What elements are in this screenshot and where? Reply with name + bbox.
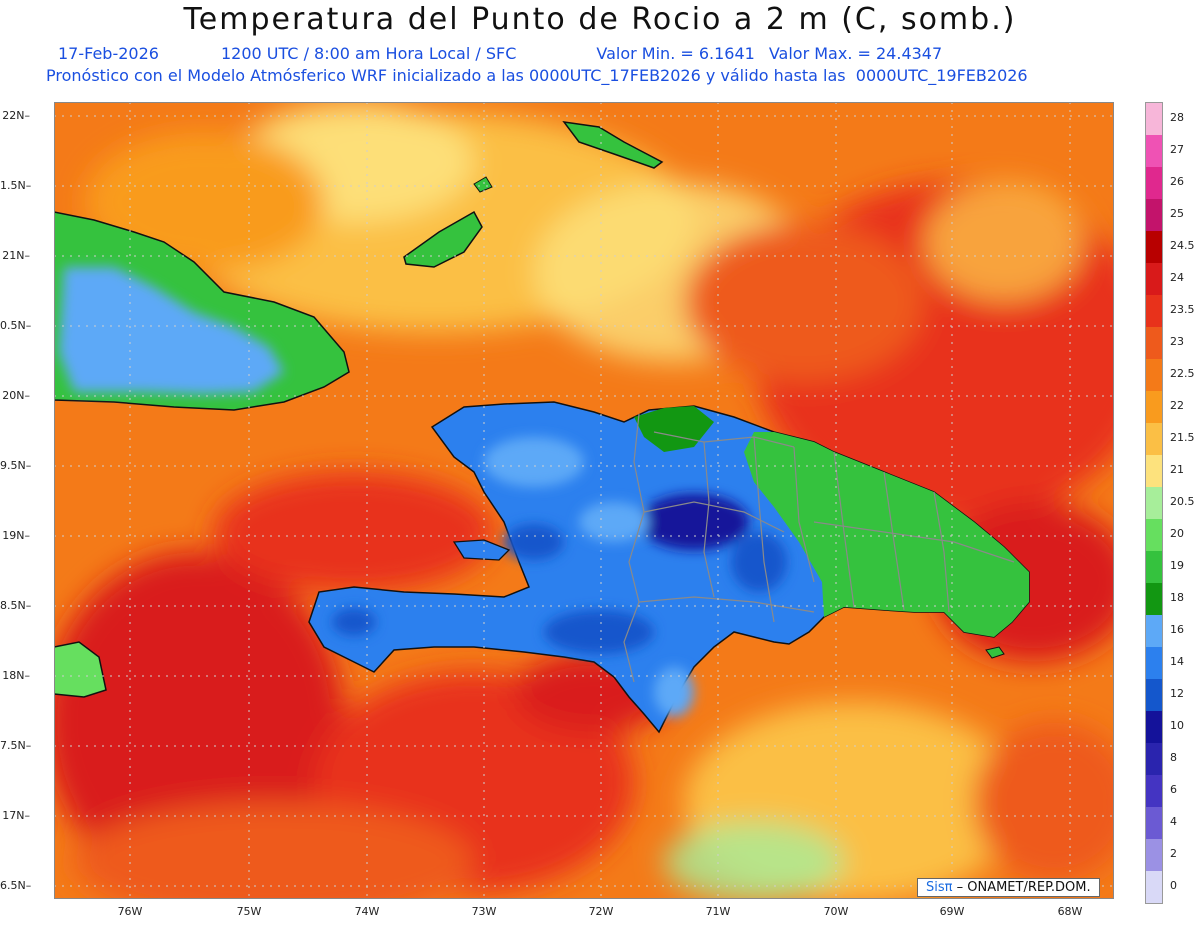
legend-value: 26 — [1170, 175, 1184, 188]
legend-value: 28 — [1170, 111, 1184, 124]
lon-label: 69W — [939, 905, 965, 918]
legend-swatch — [1146, 231, 1162, 263]
legend-value: 27 — [1170, 143, 1184, 156]
legend-swatch — [1146, 807, 1162, 839]
lat-label: 6.5N– — [0, 879, 32, 892]
lat-label: 22N– — [2, 109, 30, 122]
legend-value: 20 — [1170, 527, 1184, 540]
legend-value: 24 — [1170, 271, 1184, 284]
lon-label: 73W — [471, 905, 497, 918]
lon-label: 68W — [1057, 905, 1083, 918]
min-value: Valor Min. = 6.1641 — [596, 44, 755, 63]
jamaica-landmass — [54, 641, 107, 698]
forecast-date: 17-Feb-2026 — [58, 44, 159, 63]
legend-swatch — [1146, 711, 1162, 743]
legend-swatch — [1146, 199, 1162, 231]
color-legend — [1145, 102, 1163, 904]
map-title: Temperatura del Punto de Rocio a 2 m (C,… — [183, 2, 1017, 37]
legend-value: 14 — [1170, 655, 1184, 668]
bahamas-islands — [403, 121, 664, 268]
legend-value: 23.5 — [1170, 303, 1195, 316]
model-description: Pronóstico con el Modelo Atmósferico WRF… — [46, 66, 1028, 85]
lat-label: 8.5N– — [0, 599, 32, 612]
legend-value: 8 — [1170, 751, 1177, 764]
legend-value: 19 — [1170, 559, 1184, 572]
legend-value: 25 — [1170, 207, 1184, 220]
legend-value: 24.5 — [1170, 239, 1195, 252]
legend-value: 12 — [1170, 687, 1184, 700]
saona-island — [985, 646, 1005, 659]
legend-value: 4 — [1170, 815, 1177, 828]
lon-label: 74W — [354, 905, 380, 918]
lon-label: 71W — [705, 905, 731, 918]
map-frame — [54, 102, 1114, 899]
legend-swatch — [1146, 519, 1162, 551]
credit-box: Sisπ – ONAMET/REP.DOM. — [917, 878, 1100, 897]
gonave-island — [452, 539, 511, 561]
legend-swatch — [1146, 455, 1162, 487]
legend-swatch — [1146, 487, 1162, 519]
legend-value: 6 — [1170, 783, 1177, 796]
graticule — [54, 102, 1114, 899]
max-value: Valor Max. = 24.4347 — [768, 44, 943, 63]
legend-swatch — [1146, 743, 1162, 775]
hispaniola-landmass — [308, 401, 1030, 734]
legend-swatch — [1146, 583, 1162, 615]
lat-label: 17N– — [2, 809, 30, 822]
province-boundaries — [623, 413, 1015, 683]
credit-org: – ONAMET/REP.DOM. — [956, 880, 1091, 895]
legend-swatch — [1146, 327, 1162, 359]
legend-swatch — [1146, 391, 1162, 423]
lat-label: 21N– — [2, 249, 30, 262]
legend-value: 23 — [1170, 335, 1184, 348]
legend-swatch — [1146, 551, 1162, 583]
forecast-time: 1200 UTC / 8:00 am Hora Local / SFC — [220, 44, 517, 63]
legend-swatch — [1146, 103, 1162, 135]
lat-label: 0.5N– — [0, 319, 32, 332]
lat-label: 1.5N– — [0, 179, 32, 192]
lon-label: 70W — [823, 905, 849, 918]
legend-value: 16 — [1170, 623, 1184, 636]
lat-label: 18N– — [2, 669, 30, 682]
lat-label: 7.5N– — [0, 739, 32, 752]
dewpoint-map — [54, 102, 1114, 899]
legend-swatch — [1146, 775, 1162, 807]
legend-value: 0 — [1170, 879, 1177, 892]
legend-swatch — [1146, 135, 1162, 167]
legend-swatch — [1146, 423, 1162, 455]
legend-value: 18 — [1170, 591, 1184, 604]
legend-value: 20.5 — [1170, 495, 1195, 508]
legend-value: 22 — [1170, 399, 1184, 412]
legend-swatch — [1146, 839, 1162, 871]
legend-swatch — [1146, 871, 1162, 903]
legend-swatch — [1146, 615, 1162, 647]
legend-value: 2 — [1170, 847, 1177, 860]
lon-label: 75W — [236, 905, 262, 918]
lat-label: 20N– — [2, 389, 30, 402]
subtitle-line: 17-Feb-2026 1200 UTC / 8:00 am Hora Local… — [58, 44, 942, 63]
legend-swatch — [1146, 647, 1162, 679]
legend-swatch — [1146, 679, 1162, 711]
legend-swatch — [1146, 167, 1162, 199]
lat-label: 19N– — [2, 529, 30, 542]
legend-swatch — [1146, 359, 1162, 391]
lon-label: 76W — [117, 905, 143, 918]
lon-label: 72W — [588, 905, 614, 918]
legend-value: 10 — [1170, 719, 1184, 732]
legend-value: 22.5 — [1170, 367, 1195, 380]
legend-swatch — [1146, 263, 1162, 295]
legend-swatch — [1146, 295, 1162, 327]
cuba-landmass — [54, 211, 350, 411]
brand-logo-text: Sisπ — [926, 880, 953, 895]
lat-label: 9.5N– — [0, 459, 32, 472]
legend-value: 21 — [1170, 463, 1184, 476]
legend-value: 21.5 — [1170, 431, 1195, 444]
